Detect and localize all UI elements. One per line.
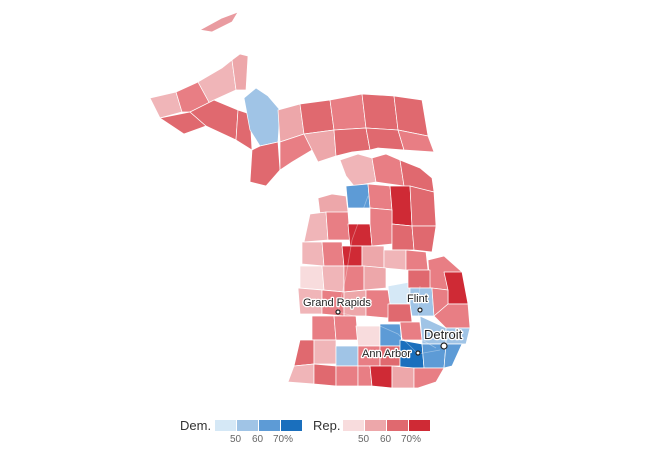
- county[interactable]: [369, 365, 393, 389]
- county[interactable]: [339, 153, 377, 187]
- county[interactable]: [313, 363, 337, 387]
- county[interactable]: [301, 241, 325, 267]
- highways: [337, 195, 441, 355]
- county[interactable]: [445, 327, 471, 345]
- legend-dem-swatch: [281, 420, 302, 431]
- legend-dem-swatch: [259, 420, 280, 431]
- legend-rep-tick: 50: [358, 434, 370, 445]
- county[interactable]: [387, 303, 413, 323]
- city-label-flint: Flint: [407, 293, 428, 305]
- county[interactable]: [321, 265, 345, 293]
- legend-rep-swatches: [343, 420, 431, 431]
- county[interactable]: [367, 183, 393, 211]
- legend-dem-tick: 70%: [273, 434, 294, 445]
- county[interactable]: [399, 321, 423, 341]
- county[interactable]: [335, 345, 359, 367]
- county[interactable]: [311, 315, 337, 341]
- county[interactable]: [413, 367, 445, 389]
- legend-dem-tick: 50: [230, 434, 242, 445]
- county[interactable]: [363, 265, 387, 291]
- legend-rep-title: Rep.: [313, 418, 341, 433]
- city-dot-flint[interactable]: [417, 307, 423, 313]
- county[interactable]: [341, 245, 363, 267]
- county[interactable]: [391, 223, 415, 251]
- county[interactable]: [407, 269, 431, 289]
- county[interactable]: [231, 53, 249, 91]
- city-dot-grand-rapids[interactable]: [335, 309, 341, 315]
- county[interactable]: [303, 211, 329, 243]
- county[interactable]: [199, 11, 239, 33]
- county[interactable]: [333, 315, 359, 341]
- county[interactable]: [443, 343, 463, 369]
- county[interactable]: [371, 153, 405, 187]
- county[interactable]: [317, 193, 349, 215]
- county[interactable]: [299, 265, 325, 291]
- county[interactable]: [313, 339, 337, 365]
- county[interactable]: [321, 241, 345, 267]
- city-label-ann-arbor: Ann Arbor: [362, 348, 411, 360]
- county[interactable]: [361, 245, 385, 269]
- legend-dem-title: Dem.: [180, 418, 212, 433]
- legend-rep-tick: 60: [380, 434, 392, 445]
- county[interactable]: [335, 365, 359, 387]
- city-dot-detroit[interactable]: [440, 342, 448, 350]
- county[interactable]: [329, 93, 367, 131]
- city-markers: Grand Rapids Flint Detroit Ann Arbor: [302, 292, 464, 362]
- county[interactable]: [389, 185, 413, 227]
- county[interactable]: [325, 211, 351, 241]
- county[interactable]: [361, 93, 399, 131]
- county[interactable]: [369, 207, 393, 247]
- legend-rep-swatch: [387, 420, 408, 431]
- county[interactable]: [391, 365, 415, 389]
- county[interactable]: [411, 225, 437, 253]
- county[interactable]: [249, 141, 281, 187]
- county[interactable]: [383, 249, 407, 271]
- county[interactable]: [287, 363, 315, 385]
- county[interactable]: [405, 249, 429, 271]
- county[interactable]: [409, 185, 437, 227]
- county[interactable]: [299, 99, 335, 135]
- county[interactable]: [409, 287, 435, 317]
- legend-dem-swatches: [215, 420, 303, 431]
- city-label-detroit: Detroit: [424, 327, 463, 342]
- county[interactable]: [355, 325, 381, 347]
- lower-peninsula: [287, 153, 471, 389]
- county[interactable]: [365, 127, 405, 151]
- county[interactable]: [357, 365, 373, 387]
- county[interactable]: [279, 133, 313, 171]
- county[interactable]: [433, 303, 471, 329]
- county[interactable]: [333, 127, 371, 157]
- legend-dem-swatch: [237, 420, 258, 431]
- county[interactable]: [345, 183, 371, 209]
- legend-rep-swatch: [365, 420, 386, 431]
- legend-rep-tick: 70%: [401, 434, 422, 445]
- county[interactable]: [397, 129, 435, 153]
- legend-dem-swatch: [215, 420, 236, 431]
- legend-rep-swatch: [409, 420, 430, 431]
- upper-peninsula: [149, 11, 435, 187]
- county[interactable]: [399, 159, 435, 193]
- county[interactable]: [293, 339, 315, 367]
- legend-rep-swatch: [343, 420, 364, 431]
- city-dot-ann-arbor[interactable]: [415, 350, 421, 356]
- city-label-grand-rapids: Grand Rapids: [303, 297, 371, 309]
- legend-dem-tick: 60: [252, 434, 264, 445]
